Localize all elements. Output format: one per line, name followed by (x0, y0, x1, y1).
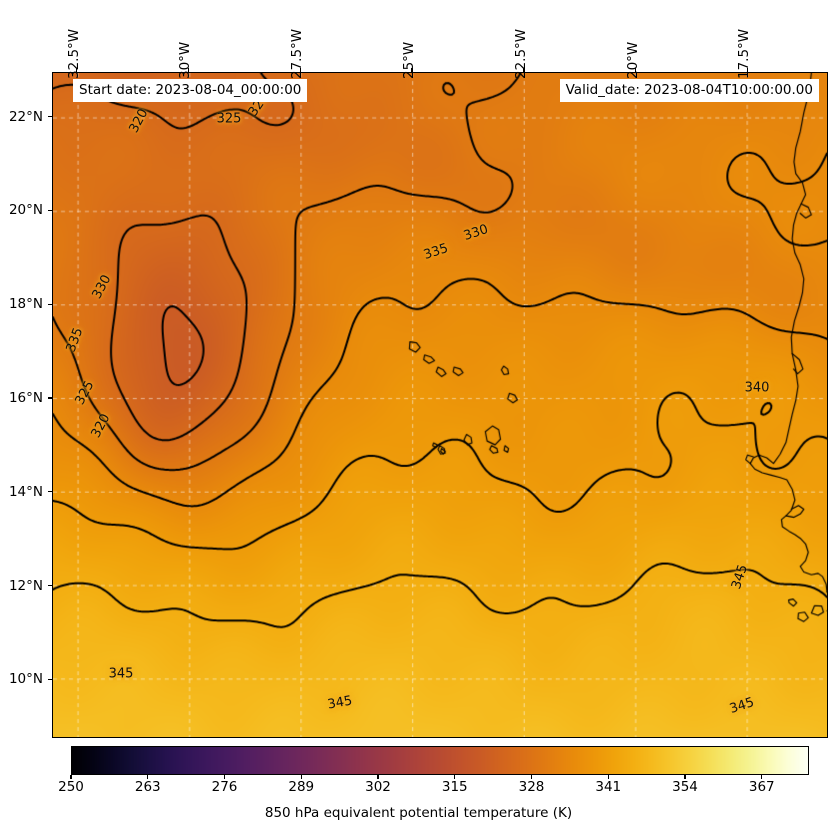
colorbar-tickmark (70, 775, 72, 779)
colorbar-tick-label: 315 (441, 779, 468, 795)
y-tickmark (48, 303, 52, 305)
y-tickmark (48, 584, 52, 587)
x-tickmark (75, 68, 78, 72)
y-tick-label: 18°N (8, 296, 43, 313)
x-tickmark (299, 68, 301, 72)
x-tick-label: 20°W (624, 41, 641, 79)
colorbar[interactable] (71, 746, 809, 775)
colorbar-tickmark (147, 775, 149, 779)
colorbar-tick-label: 328 (518, 779, 545, 795)
colorbar-tickmark (454, 775, 456, 779)
x-tickmark (411, 68, 413, 72)
contour-label: 340 (744, 380, 770, 396)
colorbar-gradient (72, 747, 808, 774)
start-date-annotation: Start date: 2023-08-04_00:00:00 (73, 79, 308, 102)
x-tickmark (746, 68, 749, 72)
x-tick-label: 30°W (177, 41, 194, 79)
x-tick-label: 22.5°W (512, 28, 529, 79)
x-tick-label: 27.5°W (289, 28, 306, 79)
theta-e-heatmap (53, 73, 827, 737)
y-tick-label: 16°N (8, 389, 43, 406)
y-tickmark (48, 115, 52, 118)
y-tick-label: 14°N (8, 483, 43, 500)
y-tickmark (48, 209, 52, 211)
colorbar-caption: 850 hPa equivalent potential temperature… (264, 805, 573, 821)
y-tick-label: 12°N (8, 577, 43, 594)
y-tickmark (48, 397, 52, 399)
colorbar-tickmark (300, 775, 302, 779)
colorbar-tickmark (223, 775, 226, 779)
colorbar-tick-label: 250 (58, 779, 84, 795)
y-tick-label: 22°N (8, 108, 43, 125)
colorbar-tick-label: 302 (365, 779, 391, 795)
x-tickmark (187, 68, 190, 72)
x-tickmark (635, 68, 637, 72)
colorbar-tick-label: 289 (288, 779, 315, 795)
y-tick-label: 10°N (8, 671, 43, 688)
colorbar-tickmark (530, 775, 533, 779)
map-axes[interactable]: Start date: 2023-08-04_00:00:00 Valid_da… (52, 72, 828, 738)
colorbar-tickmark (684, 775, 686, 779)
colorbar-tickmark (607, 775, 609, 779)
x-tickmark (523, 68, 525, 72)
colorbar-tick-label: 263 (134, 779, 161, 795)
colorbar-tickmark (761, 775, 763, 779)
x-tick-label: 25°W (401, 41, 418, 79)
colorbar-tick-label: 341 (595, 779, 622, 795)
colorbar-tick-label: 354 (672, 779, 698, 795)
contour-label: 325 (216, 111, 242, 127)
colorbar-tick-label: 367 (748, 779, 775, 795)
x-tick-label: 32.5°W (65, 28, 82, 79)
colorbar-tickmark (377, 775, 379, 779)
valid-date-annotation: Valid_date: 2023-08-04T10:00:00.00 (559, 79, 819, 102)
contour-label: 345 (108, 666, 134, 682)
colorbar-tick-label: 276 (211, 779, 238, 795)
x-tick-label: 17.5°W (736, 28, 753, 79)
y-tick-label: 20°N (8, 202, 43, 219)
y-tickmark (48, 491, 52, 493)
y-tickmark (48, 678, 52, 681)
